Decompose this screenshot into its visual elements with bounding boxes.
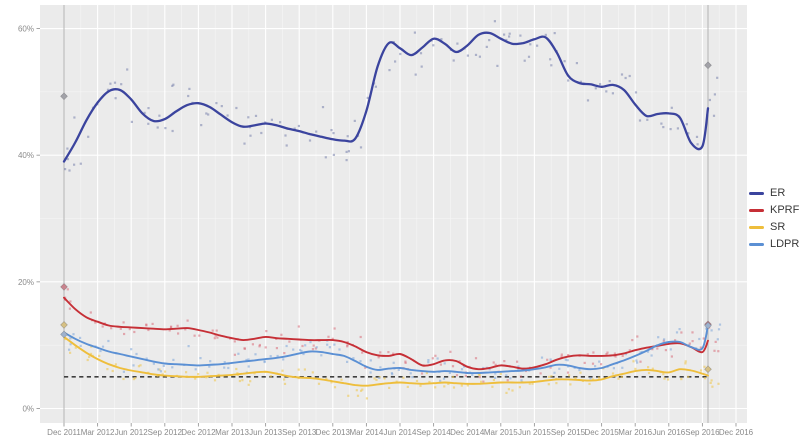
x-tick-label: Mar 2015 [484, 428, 518, 437]
legend: ER KPRF SR LDPR [749, 187, 799, 251]
x-tick-label: Jun 2014 [384, 428, 417, 437]
legend-label-sr: SR [770, 221, 786, 233]
x-tick-label: Dec 2012 [181, 428, 216, 437]
x-axis-labels: Dec 2011 Mar 2012 Jun 2012 Sep 2012 Dec 2012… [47, 428, 754, 437]
election-marker-er-dec-2011 [60, 92, 68, 101]
ldpr-line-swatch [749, 243, 764, 246]
x-tick-label: Mar 2013 [215, 428, 249, 437]
legend-item-kprf: KPRF [749, 204, 799, 217]
legend-label-er: ER [770, 187, 786, 199]
legend-item-ldpr: LDPR [749, 238, 799, 251]
x-tick-label: Dec 2016 [719, 428, 754, 437]
y-tick-label: 60% [18, 25, 34, 34]
series-line-sr [63, 335, 709, 387]
x-tick-label: Sep 2013 [282, 428, 317, 437]
x-tick-label: Jun 2016 [652, 428, 685, 437]
x-tick-label: Dec 2013 [316, 428, 351, 437]
election-marker-er-sep-2016 [704, 61, 712, 70]
x-tick-label: Dec 2011 [47, 428, 81, 437]
er-line-swatch [749, 192, 764, 195]
election-marker-kprf-dec-2011 [60, 283, 68, 291]
y-tick-label: 20% [18, 278, 34, 287]
legend-label-ldpr: LDPR [770, 238, 800, 250]
x-tick-label: Mar 2012 [81, 428, 115, 437]
y-tick-label: 0% [22, 405, 34, 414]
series-line-er [62, 31, 710, 163]
axis-ticks [36, 28, 737, 427]
x-tick-label: Jun 2013 [249, 428, 282, 437]
y-axis-labels: 0% 20% 40% 60% [18, 25, 34, 414]
election-marker-ldpr-dec-2011 [60, 330, 68, 339]
legend-item-er: ER [749, 187, 799, 200]
grid-minor [40, 5, 747, 423]
election-marker-sr-sep-2016 [704, 365, 712, 374]
trend-lines [62, 31, 710, 387]
election-marker-ldpr-sep-2016 [704, 321, 712, 330]
kprf-line-swatch [749, 209, 764, 212]
series-line-kprf [63, 296, 709, 371]
series-line-ldpr [63, 324, 709, 375]
x-tick-label: Jun 2015 [518, 428, 551, 437]
x-tick-label: Jun 2012 [115, 428, 148, 437]
election-result-markers [60, 61, 712, 374]
x-tick-label: Sep 2012 [148, 428, 183, 437]
x-tick-label: Mar 2014 [350, 428, 384, 437]
x-tick-label: Sep 2014 [416, 428, 451, 437]
sr-line-swatch [749, 226, 764, 229]
x-tick-label: Dec 2014 [450, 428, 485, 437]
y-tick-label: 40% [18, 151, 34, 160]
x-tick-label: Mar 2016 [618, 428, 652, 437]
x-tick-label: Sep 2016 [685, 428, 720, 437]
x-tick-label: Sep 2015 [551, 428, 586, 437]
legend-label-kprf: KPRF [770, 204, 800, 216]
x-tick-label: Dec 2015 [584, 428, 619, 437]
legend-item-sr: SR [749, 221, 799, 234]
election-marker-sr-dec-2011 [60, 321, 68, 329]
